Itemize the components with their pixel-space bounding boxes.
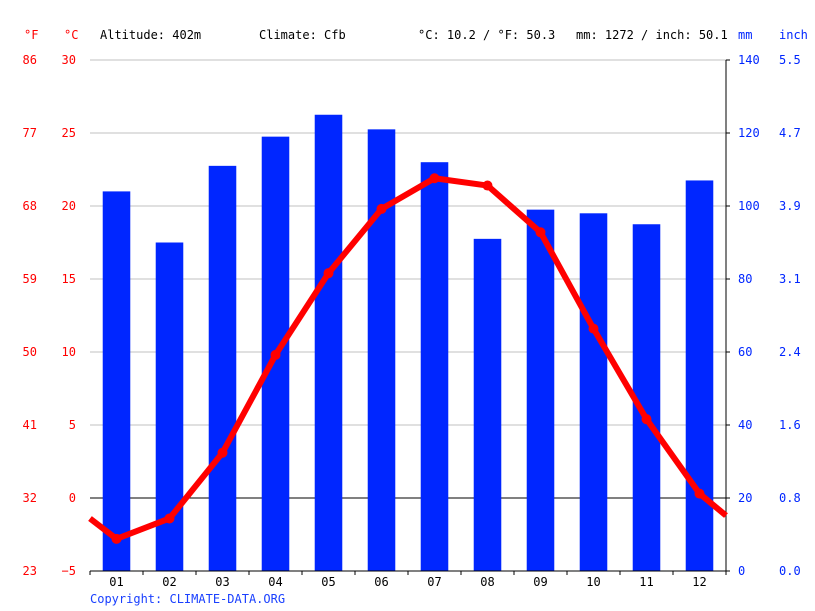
month-tick-label: 11: [639, 575, 653, 589]
inch-tick-label: 1.6: [779, 418, 801, 432]
precipitation-bar: [420, 162, 449, 571]
mm-tick-label: 40: [738, 418, 752, 432]
month-tick-label: 04: [268, 575, 282, 589]
precipitation-bar: [473, 238, 502, 571]
mm-tick-label: 0: [738, 564, 745, 578]
temperature-point: [111, 533, 122, 544]
fahrenheit-tick-label: 50: [23, 345, 37, 359]
temperature-point: [376, 203, 387, 214]
month-tick-label: 08: [480, 575, 494, 589]
celsius-tick-label: 0: [69, 491, 76, 505]
celsius-unit-label: °C: [64, 28, 79, 42]
celsius-tick-label: 5: [69, 418, 76, 432]
mm-unit-label: mm: [738, 28, 753, 42]
fahrenheit-tick-label: 59: [23, 272, 37, 286]
temperature-line: [88, 173, 728, 544]
altitude-label: Altitude: 402m: [100, 28, 202, 42]
precipitation-bar: [208, 165, 237, 571]
month-tick-label: 07: [427, 575, 441, 589]
celsius-tick-label: 25: [62, 126, 76, 140]
month-tick-label: 05: [321, 575, 335, 589]
precipitation-bar: [102, 191, 131, 571]
celsius-tick-label: 10: [62, 345, 76, 359]
temperature-point: [694, 488, 705, 499]
fahrenheit-unit-label: °F: [24, 28, 39, 42]
month-tick-label: 12: [692, 575, 706, 589]
precipitation-bar: [579, 213, 608, 572]
precipitation-bars: [102, 114, 714, 572]
grid-lines: [90, 59, 726, 572]
inch-unit-label: inch: [779, 28, 808, 42]
inch-tick-label: 3.9: [779, 199, 801, 213]
fahrenheit-tick-label: 68: [23, 199, 37, 213]
inch-tick-label: 2.4: [779, 345, 801, 359]
temperature-point: [641, 414, 652, 425]
precipitation-total-label: mm: 1272 / inch: 50.1: [576, 28, 728, 42]
temperature-point: [323, 268, 334, 279]
precipitation-bar: [526, 209, 555, 571]
temperature-point: [429, 173, 440, 184]
mm-tick-label: 120: [738, 126, 760, 140]
inch-tick-label: 0.0: [779, 564, 801, 578]
celsius-tick-label: −5: [62, 564, 76, 578]
inch-tick-label: 3.1: [779, 272, 801, 286]
mm-tick-label: 100: [738, 199, 760, 213]
precipitation-bar: [314, 114, 343, 571]
month-tick-label: 02: [162, 575, 176, 589]
temperature-line-path: [88, 175, 728, 542]
precipitation-bar: [367, 129, 396, 571]
month-tick-label: 09: [533, 575, 547, 589]
mm-tick-label: 60: [738, 345, 752, 359]
average-temperature-label: °C: 10.2 / °F: 50.3: [418, 28, 556, 42]
climate-label: Climate: Cfb: [259, 28, 346, 42]
temperature-point: [270, 349, 281, 360]
inch-tick-label: 4.7: [779, 126, 801, 140]
fahrenheit-tick-label: 41: [23, 418, 37, 432]
temperature-point: [217, 447, 228, 458]
fahrenheit-tick-label: 23: [23, 564, 37, 578]
celsius-tick-label: 15: [62, 272, 76, 286]
inch-tick-label: 0.8: [779, 491, 801, 505]
copyright-text: Copyright: CLIMATE-DATA.ORG: [90, 592, 286, 606]
month-tick-label: 03: [215, 575, 229, 589]
tick-labels: 8677685950413223302520151050−51401201008…: [23, 53, 801, 589]
month-tick-label: 06: [374, 575, 388, 589]
axes: [89, 59, 730, 575]
precipitation-bar: [685, 180, 714, 571]
inch-tick-label: 5.5: [779, 53, 801, 67]
fahrenheit-tick-label: 86: [23, 53, 37, 67]
temperature-point: [535, 227, 546, 238]
fahrenheit-tick-label: 77: [23, 126, 37, 140]
mm-tick-label: 140: [738, 53, 760, 67]
mm-tick-label: 20: [738, 491, 752, 505]
celsius-tick-label: 30: [62, 53, 76, 67]
mm-tick-label: 80: [738, 272, 752, 286]
month-tick-label: 01: [109, 575, 123, 589]
celsius-tick-label: 20: [62, 199, 76, 213]
month-tick-label: 10: [586, 575, 600, 589]
temperature-point: [588, 323, 599, 334]
temperature-point: [482, 180, 493, 191]
fahrenheit-tick-label: 32: [23, 491, 37, 505]
temperature-point: [164, 513, 175, 524]
